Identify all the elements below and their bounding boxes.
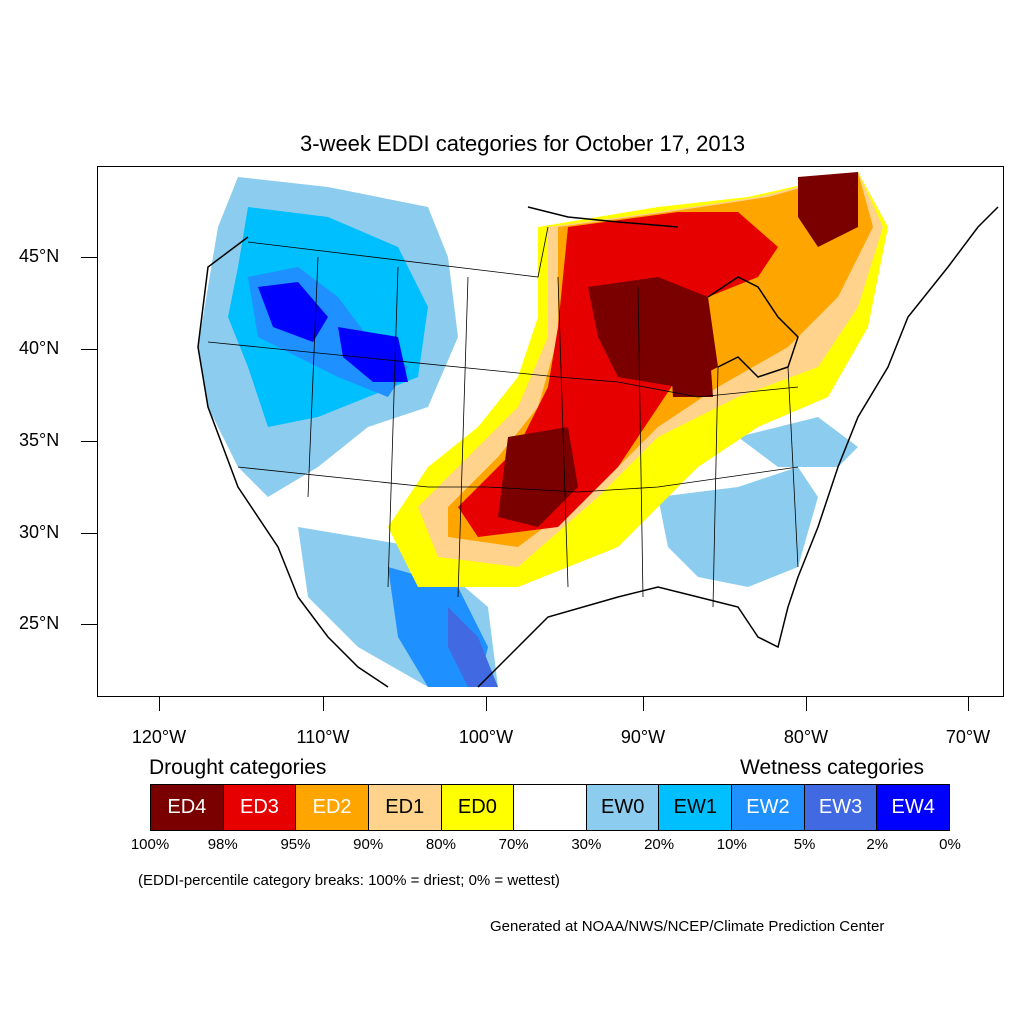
percentile-label: 20% [644,836,675,853]
percentile-label: 0% [939,836,961,853]
state-borders [207,226,799,608]
eddi-map [97,166,1004,697]
legend-swatch-ed2: ED2 [296,785,369,830]
y-axis-label: 40°N [19,338,60,358]
wetness-regions [198,177,858,687]
percentile-label: 30% [571,836,602,853]
legend-swatch-ed4: ED4 [151,785,224,830]
percentile-label: 5% [793,836,816,853]
percentile-label: 90% [353,836,384,853]
percentile-label: 95% [280,836,311,853]
percentile-label: 80% [425,836,456,853]
x-tick [159,697,160,711]
percentile-label: 10% [716,836,747,853]
y-tick [81,624,97,625]
x-tick [643,697,644,711]
legend-swatch-ew0: EW0 [586,785,660,830]
x-axis-label: 100°W [458,727,514,747]
percentile-label: 100% [130,836,170,853]
y-axis-label: 35°N [19,430,60,450]
legend-swatch-ew3: EW3 [804,785,878,830]
legend-color-bar: ED4 ED3 ED2 ED1 ED0 EW0 EW1 EW2 EW3 EW4 [150,784,950,831]
legend-swatch-ew1: EW1 [659,785,733,830]
y-axis-label: 45°N [19,246,60,266]
legend-swatch-normal [514,785,587,830]
y-tick [81,441,97,442]
drought-categories-heading: Drought categories [149,756,327,779]
x-tick [806,697,807,711]
wetness-categories-heading: Wetness categories [740,756,925,779]
y-tick [81,349,97,350]
legend-swatch-ed1: ED1 [368,785,442,830]
legend-swatch-ed0: ED0 [441,785,515,830]
x-tick [486,697,487,711]
percentile-label: 98% [207,836,238,853]
coastlines [197,206,999,688]
percentile-label: 2% [866,836,889,853]
map-title: 3-week EDDI categories for October 17, 2… [300,131,746,156]
y-axis-label: 25°N [19,613,60,633]
legend-swatch-ed3: ED3 [223,785,297,830]
x-tick [323,697,324,711]
drought-regions [388,172,888,587]
x-axis-label: 120°W [131,727,187,747]
credit-line: Generated at NOAA/NWS/NCEP/Climate Predi… [490,918,885,935]
map-canvas [197,172,999,688]
x-axis-label: 80°W [783,727,829,747]
x-axis-label: 70°W [945,727,991,747]
y-tick [81,257,97,258]
percentile-label: 70% [498,836,529,853]
legend-swatch-ew4: EW4 [877,785,950,830]
x-tick [968,697,969,711]
legend-swatch-ew2: EW2 [732,785,805,830]
x-axis-label: 110°W [296,727,350,747]
category-breaks-note: (EDDI-percentile category breaks: 100% =… [138,872,560,889]
y-axis-label: 30°N [19,522,60,542]
x-axis-label: 90°W [620,727,666,747]
y-tick [81,533,97,534]
